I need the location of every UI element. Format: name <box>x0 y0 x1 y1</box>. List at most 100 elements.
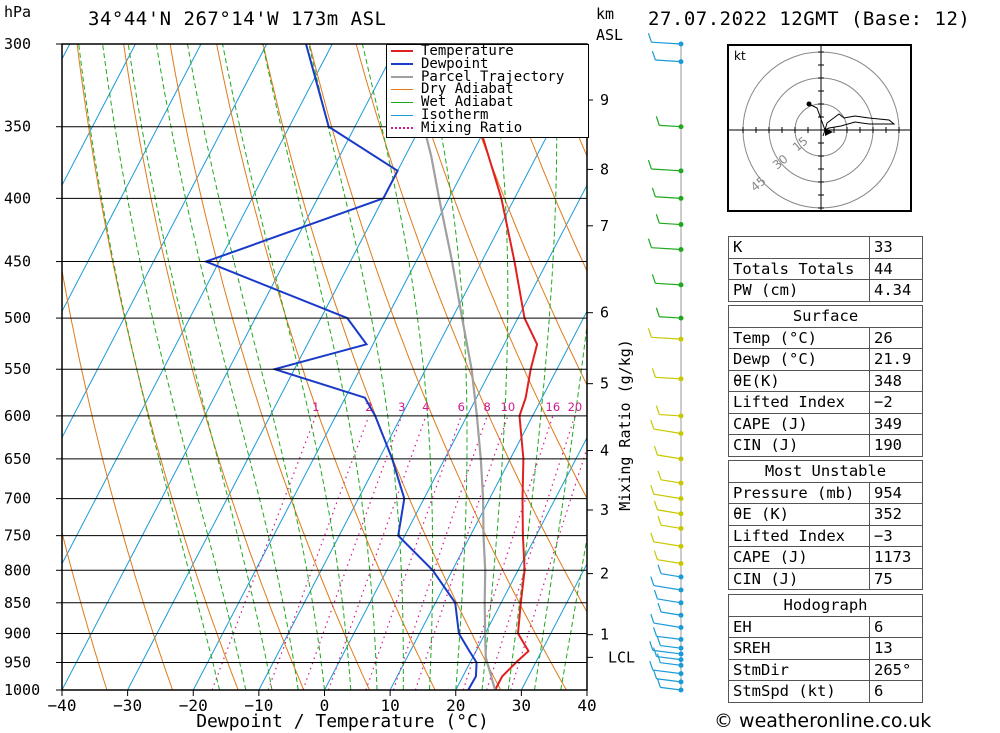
stmspd-value: 6 <box>869 680 923 703</box>
surface-dewp-value: 21.9 <box>869 348 923 371</box>
surface-temp-label: Temp (°C) <box>728 326 870 349</box>
stmspd-label: StmSpd (kt) <box>728 680 870 703</box>
pressure-tick-label: 700 <box>4 490 31 508</box>
k-index-value: 33 <box>869 236 923 259</box>
sreh-value: 13 <box>869 637 923 660</box>
pressure-tick-label: 550 <box>4 360 31 378</box>
dry-adiabat-line <box>914 44 1000 690</box>
table-row: Lifted Index −3 <box>728 524 923 547</box>
mixing-ratio-line <box>302 415 403 690</box>
mu-li-label: Lifted Index <box>728 524 870 547</box>
surface-dewp-label: Dewp (°C) <box>728 348 870 371</box>
storm-motion-marker <box>825 128 833 136</box>
wind-barb-shaft <box>653 622 682 629</box>
isotherm-line <box>192 44 530 690</box>
mixing-ratio-label: 16 <box>546 400 561 414</box>
legend-label: Isotherm <box>421 106 489 123</box>
table-row: Most Unstable <box>728 460 923 483</box>
mixing-ratio-line <box>462 415 554 690</box>
dry-adiabat-line <box>62 267 174 690</box>
surface-theta-label: θE(K) <box>728 369 870 392</box>
mu-pressure-value: 954 <box>869 481 923 504</box>
wind-barb-shaft <box>651 41 682 45</box>
wind-barb-flag <box>657 602 662 613</box>
hodograph-panel: kt 15 30 45 <box>727 44 912 212</box>
wind-barb-shaft <box>660 573 682 578</box>
x-tick-label: −10 <box>244 696 273 715</box>
pressure-tick-label: 900 <box>4 624 31 642</box>
wind-barb-flag <box>650 613 655 624</box>
wet-adiabat-line <box>308 44 404 690</box>
wind-barb-shaft <box>655 282 682 286</box>
isotherm-line <box>389 310 587 690</box>
pressure-tick-label: 850 <box>4 594 31 612</box>
location-title: 34°44'N 267°14'W 173m ASL <box>88 8 387 30</box>
mu-cape-value: 1173 <box>869 546 923 569</box>
wet-adiabat-line <box>127 44 273 690</box>
surface-temp-value: 26 <box>869 326 923 349</box>
isotherm-line <box>62 44 268 439</box>
surface-cin-label: CIN (J) <box>728 434 870 457</box>
table-row: θE(K) 348 <box>728 369 923 392</box>
wind-barb-flag <box>657 564 662 574</box>
wet-adiabat-line <box>534 321 587 690</box>
mu-theta-label: θE (K) <box>728 503 870 526</box>
most-unstable-title: Most Unstable <box>728 460 923 483</box>
mixing-ratio-label: 6 <box>458 400 465 414</box>
mixing-ratio-line <box>486 415 576 690</box>
wind-barb-shaft <box>652 669 682 675</box>
table-row: CIN (J) 75 <box>728 567 923 590</box>
wind-barb-shaft <box>651 168 682 172</box>
dry-adiabat-line <box>355 44 587 614</box>
table-row: Temp (°C) 26 <box>728 326 923 349</box>
x-tick-label: 10 <box>380 696 399 715</box>
height-unit-asl: ASL <box>596 26 624 44</box>
wind-barb-flag <box>656 636 661 646</box>
mixing-ratio-label: 4 <box>422 400 429 414</box>
mixing-ratio-label: 20 <box>568 400 583 414</box>
x-tick-label: 40 <box>577 696 596 715</box>
wind-barb-flag <box>652 647 658 657</box>
dewpoint-line <box>203 44 478 690</box>
wind-dot <box>678 59 684 65</box>
mixing-ratio-line <box>414 415 509 690</box>
wind-barb-flag <box>657 470 662 481</box>
wind-barb-flag <box>649 641 654 651</box>
table-row: Dewp (°C) 21.9 <box>728 348 923 371</box>
isotherm-line <box>62 44 333 565</box>
surface-table: Surface Temp (°C) 26 Dewp (°C) 21.9 θE(K) 3… <box>728 305 923 457</box>
wind-barb-flag <box>653 589 659 600</box>
hodograph-trace <box>808 103 896 137</box>
eh-label: EH <box>728 615 870 638</box>
hodograph-top-point <box>806 101 812 107</box>
table-row: Lifted Index −2 <box>728 391 923 414</box>
legend-item-temperature: Temperature <box>387 44 588 58</box>
pressure-tick-label: 500 <box>4 309 31 327</box>
wind-barb-flag <box>655 214 660 224</box>
wind-barb-shaft <box>657 598 682 604</box>
pw-label: PW (cm) <box>728 279 870 302</box>
mu-cape-label: CAPE (J) <box>728 546 870 569</box>
wind-barb-flag <box>650 484 655 495</box>
mixing-ratio-label: 25 <box>590 400 605 414</box>
table-row: Surface <box>728 305 923 328</box>
sreh-label: SREH <box>728 637 870 660</box>
km-tick-label: 8 <box>600 160 609 178</box>
dry-adiabat-line <box>402 44 587 500</box>
table-row: StmSpd (kt) 6 <box>728 680 923 703</box>
copyright-text: © weatheronline.co.uk <box>714 710 932 732</box>
wind-barb-flag <box>653 550 659 560</box>
isotherm-line <box>62 44 399 690</box>
km-tick-label: 9 <box>600 91 609 109</box>
x-axis-label: Dewpoint / Temperature (°C) <box>196 711 489 732</box>
table-row: Hodograph <box>728 594 923 617</box>
pressure-tick-label: 650 <box>4 450 31 468</box>
legend-item-wet-adiabat: Wet Adiabat <box>387 95 588 109</box>
wind-barb-flag <box>647 238 653 248</box>
temperature-line <box>442 44 539 690</box>
wind-barb-flag <box>656 653 661 663</box>
hodograph-unit: kt <box>734 49 746 63</box>
x-tick-label: 20 <box>446 696 465 715</box>
